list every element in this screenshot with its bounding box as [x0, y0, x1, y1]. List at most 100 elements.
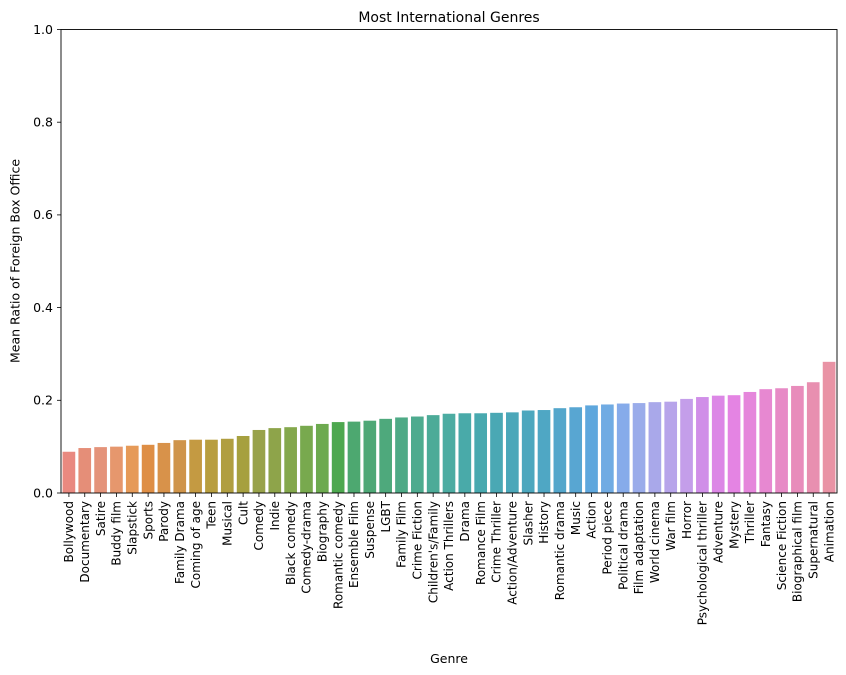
bar: [474, 413, 488, 493]
x-tick-label: Teen: [205, 501, 219, 530]
bar: [189, 439, 202, 493]
x-tick-label: LGBT: [379, 500, 393, 532]
bar: [315, 423, 329, 493]
x-axis-label: Genre: [430, 651, 468, 666]
bar: [268, 428, 282, 493]
x-tick-label: Adventure: [711, 501, 725, 563]
x-tick-label: Children's/Family: [426, 501, 440, 603]
bar: [205, 439, 218, 493]
x-tick-label: Science Fiction: [775, 501, 789, 590]
x-tick-label: World cinema: [648, 501, 662, 583]
bar: [775, 388, 788, 493]
bar: [601, 404, 614, 493]
x-tick-label: Ensemble Film: [347, 501, 361, 588]
x-tick-label: Romantic comedy: [331, 501, 345, 609]
bar: [696, 397, 709, 493]
x-tick-label: Comedy-drama: [300, 501, 314, 594]
x-tick-label: Supernatural: [806, 501, 820, 579]
x-tick-label: Drama: [458, 501, 472, 542]
x-tick-label: Suspense: [363, 501, 377, 559]
x-tick-label: Animation: [822, 501, 836, 562]
x-tick-label: Parody: [157, 501, 171, 542]
x-tick-label: Family Drama: [173, 501, 187, 584]
bar: [110, 446, 123, 493]
x-tick-label: Crime Thriller: [490, 501, 504, 583]
bar: [331, 422, 345, 493]
bar: [157, 442, 171, 493]
x-tick-label: Period piece: [601, 501, 615, 575]
bar: [363, 420, 377, 493]
x-tick-label: Political drama: [616, 501, 630, 590]
bar: [569, 407, 583, 493]
y-tick-label: 1.0: [33, 22, 53, 37]
x-tick-label: Film adaptation: [632, 501, 646, 594]
x-tick-label: History: [537, 501, 551, 544]
y-tick-label: 0.2: [33, 393, 53, 408]
bar: [616, 403, 630, 493]
bar: [791, 385, 804, 493]
x-tick-label: Crime Fiction: [411, 501, 425, 579]
y-axis-label: Mean Ratio of Foreign Box Office: [8, 159, 23, 363]
x-tick-label: Music: [569, 501, 583, 535]
x-tick-label: Action Thrillers: [442, 501, 456, 591]
bar: [379, 418, 392, 493]
bar: [506, 412, 519, 493]
bar: [173, 440, 187, 493]
bar: [284, 427, 297, 493]
x-tick-label: Buddy film: [110, 501, 124, 566]
x-tick-label: Satire: [94, 501, 108, 536]
y-axis: 0.0 0.2 0.4 0.6 0.8 1.0: [33, 22, 61, 500]
bar: [426, 415, 440, 493]
x-tick-label: Psychological thriller: [696, 501, 710, 625]
x-tick-label: Comedy: [252, 501, 266, 551]
bar: [395, 417, 408, 493]
bar: [537, 410, 551, 493]
bar: [553, 408, 567, 493]
y-tick-label: 0.0: [33, 485, 53, 500]
x-tick-label: Mystery: [727, 501, 741, 549]
x-tick-label: Bollywood: [62, 501, 76, 562]
x-tick-label: Cult: [236, 501, 250, 525]
x-tick-label: Coming of age: [189, 501, 203, 589]
x-tick-label: Action: [585, 501, 599, 539]
x-tick-label: Romantic drama: [553, 501, 567, 600]
x-tick-label: Fantasy: [759, 501, 773, 547]
x-tick-label: Biography: [316, 501, 330, 562]
bar: [490, 412, 503, 493]
bar: [125, 445, 139, 493]
bar: [300, 425, 313, 493]
bar: [759, 389, 773, 493]
bars-group: [62, 361, 836, 493]
x-tick-label: Documentary: [78, 501, 92, 583]
x-tick-label: Romance Film: [474, 501, 488, 585]
bar: [220, 438, 234, 493]
bar: [78, 448, 92, 493]
bar: [632, 403, 646, 493]
chart-title: Most International Genres: [358, 10, 539, 26]
x-tick-label: War film: [664, 501, 678, 551]
bar: [347, 421, 361, 493]
x-tick-label: Slapstick: [125, 501, 139, 555]
x-tick-label: Action/Adventure: [506, 501, 520, 605]
bar: [442, 413, 456, 493]
bar: [806, 382, 820, 493]
x-tick-label: Biographical film: [791, 501, 805, 602]
bar: [727, 395, 741, 493]
bar: [743, 391, 757, 493]
plot-frame: [60, 29, 838, 494]
x-tick-label: Thriller: [743, 501, 757, 544]
bar: [664, 401, 678, 493]
bar: [585, 405, 598, 493]
x-tick-label: Family Film: [395, 501, 409, 568]
bar: [62, 451, 76, 493]
y-tick-label: 0.6: [33, 207, 53, 222]
x-tick-label: Musical: [220, 501, 234, 546]
x-tick-label: Sports: [141, 501, 155, 539]
x-tick-label: Indie: [268, 501, 282, 530]
bar: [141, 444, 155, 493]
bar: [648, 402, 662, 493]
bar: [521, 410, 535, 493]
x-tick-label: Slasher: [521, 501, 535, 546]
x-tick-label: Black comedy: [284, 501, 298, 585]
